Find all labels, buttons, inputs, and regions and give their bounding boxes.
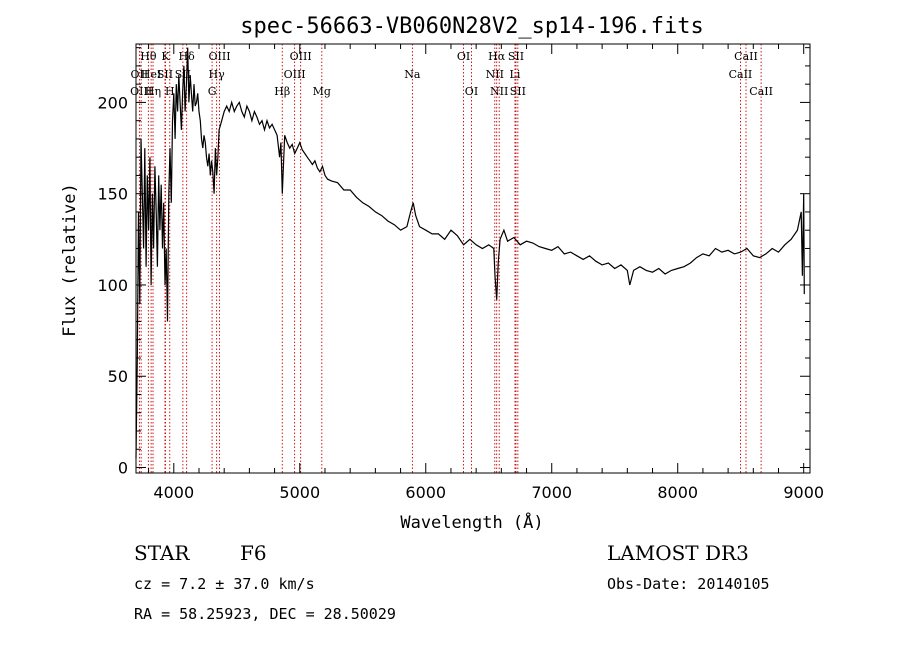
coordinates: RA = 58.25923, DEC = 28.50029: [134, 605, 396, 623]
y-tick-label-50: 50: [108, 367, 128, 386]
x-tick-label-7000: 7000: [531, 483, 572, 502]
y-tick-label-200: 200: [97, 93, 128, 112]
spectrum-series: [135, 47, 805, 459]
y-tick-label-150: 150: [97, 185, 128, 204]
line-marker-label-1: OII: [131, 68, 149, 81]
object-class: STAR: [134, 541, 190, 565]
line-marker-label-18: OI: [457, 50, 470, 63]
x-axis-ticks: 4000 5000 6000 7000 8000 9000: [148, 44, 824, 502]
redshift-cz: cz = 7.2 ± 37.0 km/s: [134, 575, 315, 593]
x-tick-label-5000: 5000: [279, 483, 320, 502]
y-axis-ticks: 0 50 100 150 200: [97, 47, 810, 478]
line-marker-label-21: SII: [508, 50, 524, 63]
x-tick-label-8000: 8000: [657, 483, 698, 502]
line-marker-label-25: SII: [510, 85, 526, 98]
x-tick-label-6000: 6000: [405, 483, 446, 502]
x-tick-label-9000: 9000: [783, 483, 824, 502]
line-marker-labels: HθOIIOIIIHeIHηKSIIHHδSIIOIIIHγGOIIIOIIIH…: [130, 50, 773, 98]
plot-frame: [135, 43, 811, 474]
line-marker-label-22: NII: [486, 68, 504, 81]
line-marker-label-13: OIII: [290, 50, 312, 63]
line-marker-label-26: CaII: [734, 50, 758, 63]
x-tick-label-4000: 4000: [153, 483, 194, 502]
y-axis-label: Flux (relative): [60, 183, 80, 337]
x-axis-label: Wavelength (Å): [400, 511, 543, 533]
line-marker-label-5: K: [161, 50, 170, 63]
object-subclass: F6: [240, 541, 267, 565]
line-marker-label-19: OI: [465, 85, 478, 98]
line-marker-label-7: H: [165, 85, 175, 98]
line-marker-label-23: Li: [510, 68, 521, 81]
line-marker-label-28: CaII: [749, 85, 773, 98]
line-marker-label-15: Hβ: [274, 85, 290, 98]
line-marker-label-17: Na: [404, 68, 421, 81]
observation-date: Obs-Date: 20140105: [607, 575, 770, 593]
line-marker-label-20: Hα: [488, 50, 506, 63]
line-marker-label-14: OIII: [284, 68, 306, 81]
line-marker-label-10: OIII: [208, 50, 230, 63]
line-marker-label-6: SII: [157, 68, 173, 81]
survey-name: LAMOST DR3: [607, 541, 749, 565]
line-marker-label-24: NII: [490, 85, 508, 98]
line-marker-label-4: Hη: [145, 85, 161, 98]
line-marker-label-3: HeI: [141, 68, 161, 81]
line-marker-label-11: Hγ: [209, 68, 226, 81]
y-tick-label-0: 0: [118, 459, 128, 478]
chart-title: spec-56663-VB060N28V2_sp14-196.fits: [240, 14, 704, 39]
y-tick-label-100: 100: [97, 276, 128, 295]
line-marker-label-16: Mg: [313, 85, 331, 98]
line-markers: [138, 44, 762, 473]
line-marker-label-27: CaII: [729, 68, 753, 81]
line-marker-label-12: G: [208, 85, 217, 98]
line-marker-label-0: Hθ: [140, 50, 157, 63]
